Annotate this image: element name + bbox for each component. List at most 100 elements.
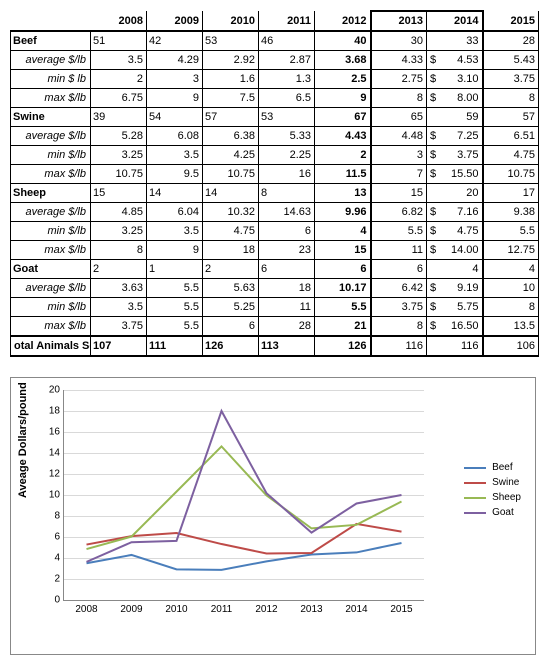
count-cell: 33 xyxy=(427,31,483,51)
count-cell: 54 xyxy=(147,108,203,127)
total-cell: 126 xyxy=(203,336,259,356)
chart-lines xyxy=(64,390,424,600)
count-cell: 67 xyxy=(315,108,371,127)
value-cell: 2.92 xyxy=(203,51,259,70)
year-header: 2015 xyxy=(483,11,539,31)
value-cell: 2 xyxy=(91,70,147,89)
value-cell: 4.75 xyxy=(483,146,539,165)
y-tick-label: 16 xyxy=(36,427,64,438)
value-cell: 1.6 xyxy=(203,70,259,89)
value-cell: 8 xyxy=(483,89,539,108)
value-cell: 6.38 xyxy=(203,127,259,146)
value-cell: 3.5 xyxy=(91,298,147,317)
count-cell: 14 xyxy=(203,184,259,203)
year-header: 2014 xyxy=(427,11,483,31)
legend-label: Beef xyxy=(492,462,513,473)
series-line-sheep xyxy=(87,446,402,549)
count-cell: 59 xyxy=(427,108,483,127)
value-cell: 3.75 xyxy=(91,317,147,337)
count-cell: 4 xyxy=(483,260,539,279)
value-cell: 1.3 xyxy=(259,70,315,89)
value-cell: 6.5 xyxy=(259,89,315,108)
avg-price-line-chart: Aveage Dollars/pound 0246810121416182020… xyxy=(10,377,536,655)
legend-item: Swine xyxy=(464,477,521,488)
value-cell: 7.5 xyxy=(203,89,259,108)
total-cell: 126 xyxy=(315,336,371,356)
sub-metric-label: min $/lb xyxy=(11,222,91,241)
value-cell: 3 xyxy=(371,146,427,165)
value-cell: 2.5 xyxy=(315,70,371,89)
value-cell: 5.63 xyxy=(203,279,259,298)
y-tick-label: 18 xyxy=(36,406,64,417)
count-cell: 57 xyxy=(203,108,259,127)
legend-label: Goat xyxy=(492,507,514,518)
value-cell: 10.75 xyxy=(483,165,539,184)
x-tick-label: 2013 xyxy=(300,600,322,615)
value-cell: 2.75 xyxy=(371,70,427,89)
value-cell: 5.5 xyxy=(147,317,203,337)
series-line-swine xyxy=(87,524,402,554)
value-cell: 6.04 xyxy=(147,203,203,222)
count-cell: 42 xyxy=(147,31,203,51)
count-cell: 4 xyxy=(427,260,483,279)
x-tick-label: 2011 xyxy=(211,600,233,615)
sub-metric-label: average $/lb xyxy=(11,203,91,222)
category-label: Goat xyxy=(11,260,91,279)
count-cell: 2 xyxy=(203,260,259,279)
y-tick-label: 20 xyxy=(36,385,64,396)
value-cell: 9 xyxy=(147,89,203,108)
category-label: Sheep xyxy=(11,184,91,203)
x-tick-label: 2015 xyxy=(390,600,412,615)
count-cell: 28 xyxy=(483,31,539,51)
sub-metric-label: max $/lb xyxy=(11,165,91,184)
sub-metric-label: max $/lb xyxy=(11,241,91,260)
count-cell: 6 xyxy=(371,260,427,279)
value-cell: 8 xyxy=(371,89,427,108)
total-cell: 113 xyxy=(259,336,315,356)
value-cell: 5.43 xyxy=(483,51,539,70)
count-cell: 2 xyxy=(91,260,147,279)
total-cell: 116 xyxy=(427,336,483,356)
x-tick-label: 2010 xyxy=(165,600,187,615)
sub-metric-label: max $/lb xyxy=(11,89,91,108)
count-cell: 40 xyxy=(315,31,371,51)
value-cell: 10.75 xyxy=(203,165,259,184)
count-cell: 13 xyxy=(315,184,371,203)
x-tick-label: 2009 xyxy=(120,600,142,615)
value-cell: 5.5 xyxy=(371,222,427,241)
count-cell: 53 xyxy=(203,31,259,51)
count-cell: 1 xyxy=(147,260,203,279)
y-tick-label: 10 xyxy=(36,490,64,501)
y-tick-label: 0 xyxy=(36,595,64,606)
value-cell: 11.5 xyxy=(315,165,371,184)
total-cell: 111 xyxy=(147,336,203,356)
value-cell: 5.5 xyxy=(315,298,371,317)
count-cell: 51 xyxy=(91,31,147,51)
x-tick-label: 2008 xyxy=(75,600,97,615)
value-cell: 6 xyxy=(203,317,259,337)
count-cell: 8 xyxy=(259,184,315,203)
count-cell: 6 xyxy=(259,260,315,279)
value-cell: 5.5 xyxy=(147,298,203,317)
value-cell: 12.75 xyxy=(483,241,539,260)
value-cell: 3.25 xyxy=(91,146,147,165)
value-cell: 6.51 xyxy=(483,127,539,146)
value-cell: 5.28 xyxy=(91,127,147,146)
value-cell: 4.29 xyxy=(147,51,203,70)
value-cell: 4.75 xyxy=(203,222,259,241)
value-cell: 11 xyxy=(259,298,315,317)
legend-item: Beef xyxy=(464,462,521,473)
value-cell: 10.17 xyxy=(315,279,371,298)
value-cell: 6.75 xyxy=(91,89,147,108)
value-cell: 6.82 xyxy=(371,203,427,222)
value-cell: 9 xyxy=(147,241,203,260)
value-cell: 5.25 xyxy=(203,298,259,317)
sub-metric-label: min $/lb xyxy=(11,298,91,317)
year-header: 2012 xyxy=(315,11,371,31)
y-tick-label: 14 xyxy=(36,448,64,459)
count-cell: 20 xyxy=(427,184,483,203)
value-cell: 10.32 xyxy=(203,203,259,222)
value-cell: 2 xyxy=(315,146,371,165)
value-cell: 3.75 xyxy=(483,70,539,89)
sub-metric-label: average $/lb xyxy=(11,279,91,298)
